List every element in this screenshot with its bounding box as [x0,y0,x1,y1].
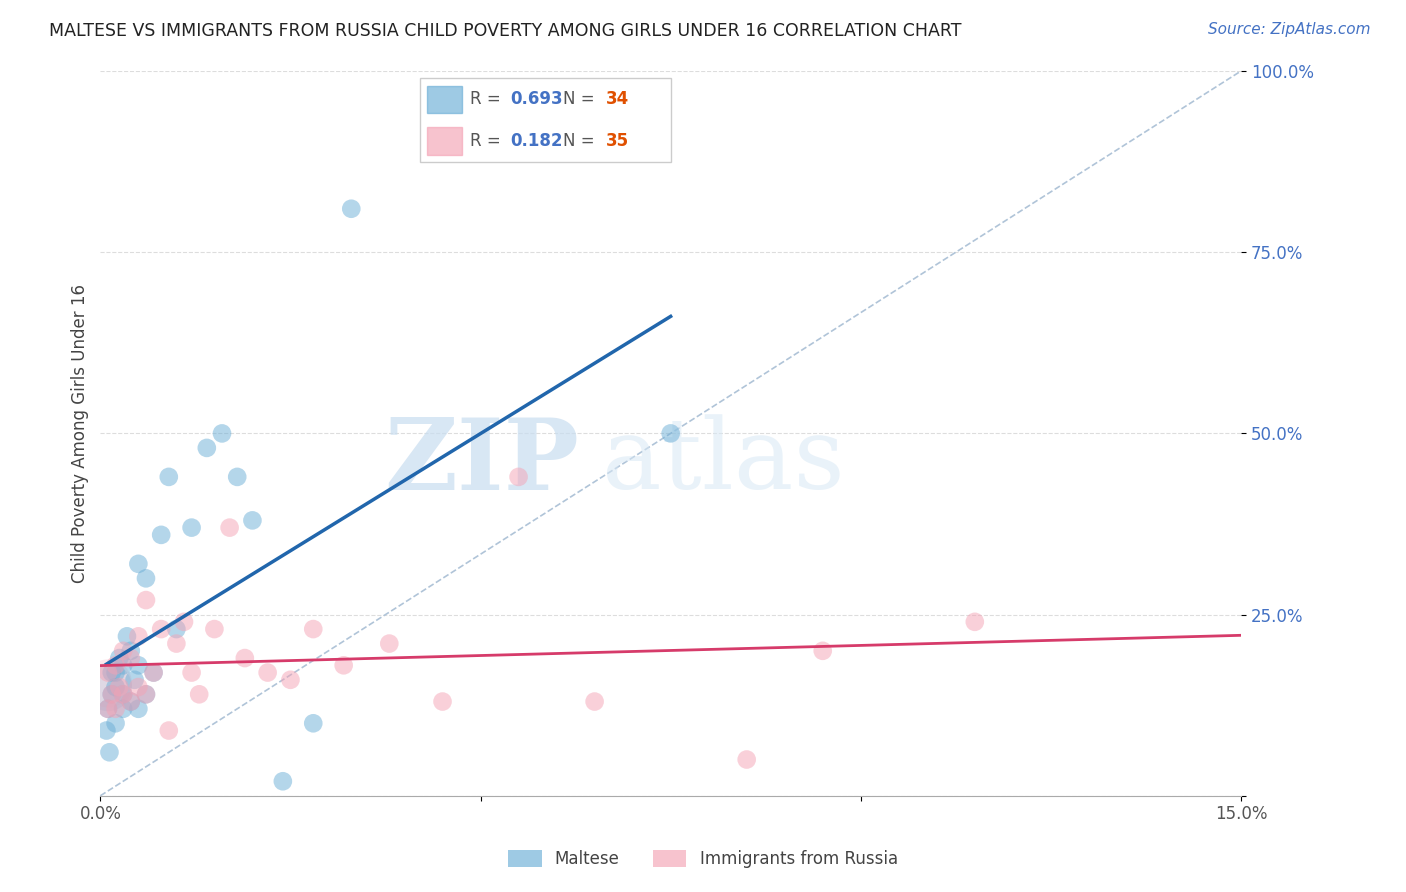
Point [202,622,225,636]
Point [120,651,142,665]
Point [120,694,142,708]
Point [280,673,302,687]
Point [112,644,135,658]
Point [135,571,157,585]
Point [112,687,135,701]
Point [211,426,233,441]
Point [115,629,138,643]
Point [100,687,122,701]
Point [242,513,264,527]
Point [508,470,530,484]
Point [108,680,131,694]
Text: ZIP: ZIP [384,414,579,511]
Point [157,470,180,484]
Point [218,521,240,535]
Point [112,702,135,716]
Point [271,774,294,789]
Point [135,687,157,701]
Text: atlas: atlas [602,415,845,510]
Point [96,723,118,738]
Point [150,622,173,636]
Point [811,644,834,658]
Point [97,702,120,716]
Point [340,202,363,216]
Point [104,665,127,680]
Point [963,615,986,629]
Point [127,557,149,571]
Point [127,680,149,694]
Point [120,644,142,658]
Point [127,702,149,716]
Point [735,752,758,766]
Point [142,665,165,680]
Point [135,593,157,607]
Text: Source: ZipAtlas.com: Source: ZipAtlas.com [1208,22,1371,37]
Point [127,629,149,643]
Text: MALTESE VS IMMIGRANTS FROM RUSSIA CHILD POVERTY AMONG GIRLS UNDER 16 CORRELATION: MALTESE VS IMMIGRANTS FROM RUSSIA CHILD … [49,22,962,40]
Point [104,702,127,716]
Legend: Maltese, Immigrants from Russia: Maltese, Immigrants from Russia [502,843,904,875]
Point [256,665,278,680]
Point [378,636,401,650]
Point [100,665,122,680]
Point [97,676,120,690]
Point [173,615,195,629]
Point [124,673,146,687]
Point [98,745,121,759]
Point [165,622,187,636]
Point [332,658,354,673]
Y-axis label: Child Poverty Among Girls Under 16: Child Poverty Among Girls Under 16 [72,284,89,582]
Point [432,694,454,708]
Point [104,680,127,694]
Point [97,680,120,694]
Point [100,687,122,701]
Point [195,441,218,455]
Point [180,521,202,535]
Point [104,658,127,673]
Point [127,658,149,673]
Point [157,723,180,738]
Point [226,470,249,484]
Point [112,658,135,673]
Point [302,716,325,731]
Point [112,687,135,701]
Point [142,665,165,680]
Point [659,426,682,441]
Point [120,694,142,708]
Point [302,622,325,636]
Point [97,702,120,716]
Point [180,665,202,680]
Point [165,636,187,650]
Point [135,687,157,701]
Point [233,651,256,665]
Point [583,694,606,708]
Point [188,687,211,701]
Point [150,528,173,542]
Point [108,651,131,665]
Point [97,665,120,680]
Point [104,716,127,731]
